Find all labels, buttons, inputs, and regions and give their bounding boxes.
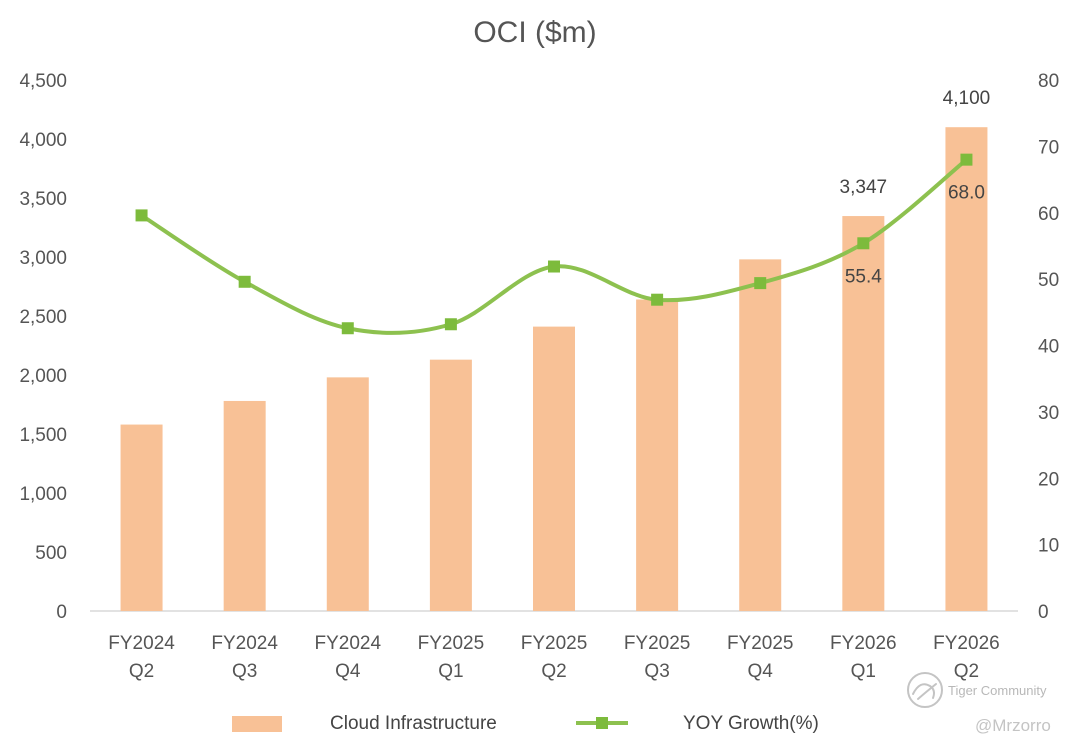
growth-marker bbox=[651, 293, 664, 306]
bar bbox=[533, 326, 575, 611]
x-category-label: FY2026 Q2 bbox=[933, 633, 1000, 682]
bar bbox=[429, 359, 472, 611]
y-right-tick-label: 0 bbox=[1038, 602, 1049, 623]
watermark: Tiger Community @Mrzorro bbox=[907, 672, 1051, 735]
y-left-tick-label: 4,000 bbox=[19, 130, 67, 151]
x-category-label: FY2026 Q1 bbox=[830, 633, 897, 682]
legend-bar-label: Cloud Infrastructure bbox=[330, 713, 497, 734]
line-series bbox=[135, 153, 973, 335]
y-right-tick-label: 30 bbox=[1038, 403, 1059, 424]
bar bbox=[739, 259, 782, 611]
growth-marker bbox=[444, 318, 457, 331]
tiger-community-logo-icon bbox=[907, 672, 943, 708]
x-category-label: FY2024 Q3 bbox=[211, 633, 278, 682]
bar-series bbox=[120, 127, 988, 611]
y-right-tick-label: 80 bbox=[1038, 71, 1059, 92]
x-category-label: FY2025 Q2 bbox=[521, 633, 588, 682]
legend-bar-swatch bbox=[232, 716, 282, 732]
data-labels: 3,347 4,100 55.4 68.0 bbox=[840, 88, 991, 287]
growth-marker bbox=[960, 153, 973, 166]
bar bbox=[120, 424, 163, 611]
bar-data-label: 4,100 bbox=[943, 88, 991, 109]
x-category-label: FY2025 Q1 bbox=[418, 633, 485, 682]
y-right-tick-label: 70 bbox=[1038, 137, 1059, 158]
y-left-tick-label: 3,500 bbox=[19, 189, 67, 210]
y-left-tick-label: 1,000 bbox=[19, 484, 67, 505]
legend: Cloud Infrastructure YOY Growth(%) bbox=[232, 713, 819, 734]
y-right-tick-label: 50 bbox=[1038, 270, 1059, 291]
growth-marker bbox=[548, 260, 560, 273]
left-axis-ticks: 0 500 1,000 1,500 2,000 2,500 3,000 3,500 4,000 4… bbox=[19, 71, 67, 623]
legend-line-marker bbox=[596, 717, 608, 729]
bar bbox=[636, 299, 679, 611]
y-left-tick-label: 1,500 bbox=[19, 425, 67, 446]
y-left-tick-label: 2,500 bbox=[19, 307, 67, 328]
legend-line-label: YOY Growth(%) bbox=[683, 713, 819, 734]
growth-marker bbox=[238, 275, 251, 288]
bar bbox=[842, 216, 885, 611]
x-category-label: FY2024 Q4 bbox=[315, 633, 382, 682]
category-labels: FY2024 Q2 FY2024 Q3 FY2024 Q4 FY2025 Q1 FY2025 Q2… bbox=[108, 633, 999, 682]
y-left-tick-label: 2,000 bbox=[19, 366, 67, 387]
right-axis-ticks: 0 10 20 30 40 50 60 70 80 bbox=[1038, 71, 1059, 623]
growth-marker bbox=[135, 209, 148, 222]
x-category-label: FY2024 Q2 bbox=[108, 633, 175, 682]
y-left-tick-label: 0 bbox=[56, 602, 67, 623]
chart-title: OCI ($m) bbox=[473, 16, 596, 49]
growth-marker bbox=[341, 322, 354, 335]
line-data-label: 55.4 bbox=[845, 266, 882, 287]
y-right-tick-label: 10 bbox=[1038, 536, 1059, 557]
bar-data-label: 3,347 bbox=[840, 177, 888, 198]
bar bbox=[326, 377, 369, 611]
x-category-label: FY2025 Q4 bbox=[727, 633, 794, 682]
growth-marker bbox=[754, 277, 767, 290]
y-right-tick-label: 20 bbox=[1038, 469, 1059, 490]
y-right-tick-label: 40 bbox=[1038, 337, 1059, 358]
y-left-tick-label: 3,000 bbox=[19, 248, 67, 269]
x-category-label: FY2025 Q3 bbox=[624, 633, 691, 682]
line-data-label: 68.0 bbox=[948, 183, 985, 204]
bar bbox=[223, 400, 266, 611]
watermark-handle: @Mrzorro bbox=[975, 716, 1051, 735]
y-right-tick-label: 60 bbox=[1038, 204, 1059, 225]
growth-marker bbox=[857, 237, 870, 250]
bar bbox=[945, 127, 988, 611]
y-left-tick-label: 4,500 bbox=[19, 71, 67, 92]
y-left-tick-label: 500 bbox=[35, 543, 67, 564]
watermark-brand: Tiger Community bbox=[948, 683, 1047, 698]
